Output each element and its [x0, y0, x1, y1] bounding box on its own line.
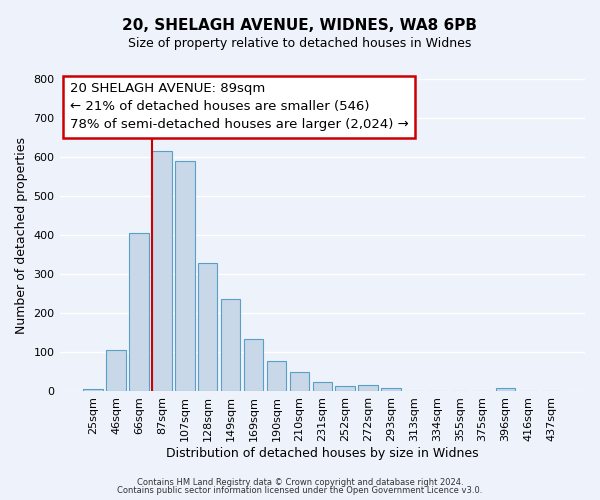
Bar — [290, 372, 309, 392]
Text: 20, SHELAGH AVENUE, WIDNES, WA8 6PB: 20, SHELAGH AVENUE, WIDNES, WA8 6PB — [122, 18, 478, 32]
Bar — [381, 388, 401, 392]
Bar — [198, 262, 217, 392]
Bar — [83, 389, 103, 392]
Bar — [221, 298, 241, 392]
Bar — [152, 152, 172, 392]
Bar — [175, 161, 194, 392]
Bar — [313, 382, 332, 392]
Bar — [267, 362, 286, 392]
X-axis label: Distribution of detached houses by size in Widnes: Distribution of detached houses by size … — [166, 447, 479, 460]
Y-axis label: Number of detached properties: Number of detached properties — [15, 136, 28, 334]
Text: Contains public sector information licensed under the Open Government Licence v3: Contains public sector information licen… — [118, 486, 482, 495]
Bar — [358, 385, 378, 392]
Text: Contains HM Land Registry data © Crown copyright and database right 2024.: Contains HM Land Registry data © Crown c… — [137, 478, 463, 487]
Text: Size of property relative to detached houses in Widnes: Size of property relative to detached ho… — [128, 38, 472, 51]
Bar — [496, 388, 515, 392]
Bar — [244, 338, 263, 392]
Bar — [335, 386, 355, 392]
Text: 20 SHELAGH AVENUE: 89sqm
← 21% of detached houses are smaller (546)
78% of semi-: 20 SHELAGH AVENUE: 89sqm ← 21% of detach… — [70, 82, 409, 131]
Bar — [106, 350, 126, 392]
Bar — [129, 234, 149, 392]
